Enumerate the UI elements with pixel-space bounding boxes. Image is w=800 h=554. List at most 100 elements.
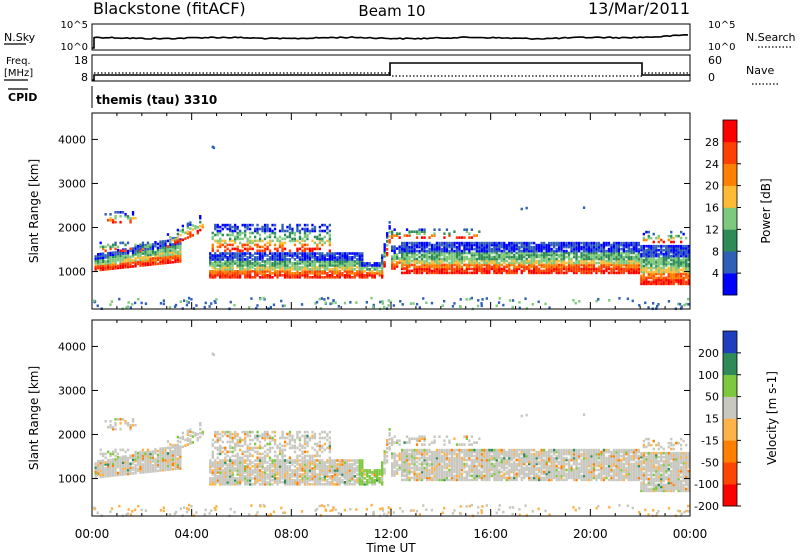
power-cell — [585, 241, 588, 245]
power-cell — [550, 271, 553, 275]
power-cell — [219, 266, 222, 269]
velocity-cell — [164, 462, 167, 466]
power-cell — [303, 252, 307, 255]
power-cell — [433, 271, 436, 275]
power-cell — [493, 259, 496, 263]
power-cell — [418, 241, 421, 245]
power-cell — [485, 267, 488, 271]
power-cell — [124, 265, 127, 269]
power-cell — [263, 249, 267, 253]
velocity-cell — [291, 473, 294, 476]
velocity-cell — [281, 465, 284, 468]
power-cell — [548, 271, 551, 275]
power-cell — [306, 227, 309, 231]
power-cell — [670, 256, 673, 260]
velocity-cell — [136, 467, 140, 471]
power-cell — [401, 241, 404, 245]
power-cell — [503, 261, 506, 265]
power-cell — [607, 243, 611, 247]
power-cell — [518, 301, 521, 304]
power-cell — [430, 265, 434, 269]
power-cell — [381, 274, 384, 277]
velocity-cell — [261, 465, 264, 468]
power-cell — [627, 243, 630, 247]
power-cell — [458, 265, 461, 269]
power-cell — [455, 265, 459, 269]
power-cell — [535, 261, 538, 265]
power-cell — [415, 271, 419, 275]
power-cell — [632, 251, 635, 255]
power-cell — [612, 271, 616, 275]
power-cell — [468, 265, 471, 269]
power-cell — [298, 274, 302, 277]
velocity-cell — [338, 463, 341, 466]
power-cell — [276, 256, 279, 259]
power-cell — [433, 267, 436, 271]
power-cell — [348, 272, 351, 275]
power-cell — [403, 241, 406, 245]
power-cell — [124, 262, 127, 265]
velocity-cell — [111, 466, 115, 469]
velocity-cell — [126, 460, 130, 464]
velocity-cell — [107, 474, 110, 478]
power-cell — [343, 256, 346, 259]
velocity-cell — [276, 459, 279, 462]
power-cell — [144, 255, 147, 259]
power-cell — [572, 263, 576, 267]
velocity-cell — [323, 467, 326, 470]
velocity-cell — [326, 473, 329, 476]
power-cell — [595, 271, 598, 275]
power-cell — [570, 269, 573, 273]
velocity-cell — [119, 422, 122, 425]
velocity-cell — [261, 477, 264, 480]
power-cell — [450, 245, 454, 249]
power-cell — [425, 241, 429, 245]
velocity-cell — [358, 463, 361, 466]
power-cell — [587, 269, 591, 273]
power-cell — [685, 256, 688, 260]
velocity-cell — [97, 467, 100, 471]
power-cell — [627, 247, 630, 251]
power-cell — [219, 274, 222, 277]
power-cell — [405, 251, 409, 255]
power-cell — [650, 256, 653, 260]
power-cell — [159, 242, 162, 245]
velocity-cell — [321, 471, 324, 474]
power-cell — [553, 249, 556, 253]
power-cell — [463, 245, 466, 249]
power-cell — [241, 223, 244, 227]
power-cell — [582, 206, 586, 209]
power-cell — [139, 249, 142, 253]
power-cell — [473, 241, 476, 245]
power-cell — [219, 243, 222, 247]
power-cell — [423, 232, 426, 235]
velocity-cell — [333, 483, 336, 486]
velocity-cell — [129, 427, 132, 431]
power-cell — [288, 254, 292, 257]
velocity-cell — [316, 483, 319, 486]
power-cell — [308, 270, 312, 273]
power-cell — [515, 259, 518, 263]
power-cell — [518, 261, 521, 265]
power-cell — [263, 272, 267, 275]
velocity-cell — [234, 459, 237, 462]
power-cell — [229, 266, 232, 269]
velocity-cell — [107, 462, 110, 466]
power-cell — [430, 234, 434, 237]
power-cell — [523, 253, 526, 257]
power-cell — [249, 274, 252, 277]
power-cell — [685, 274, 688, 278]
power-cell — [119, 220, 122, 224]
power-cell — [283, 258, 287, 261]
velocity-cell — [109, 460, 112, 464]
power-cell — [381, 302, 385, 305]
power-cell — [572, 247, 576, 251]
power-cell — [687, 276, 690, 280]
power-cell — [313, 229, 317, 233]
power-cell — [373, 262, 376, 265]
power-cell — [635, 255, 638, 259]
power-cell — [341, 260, 344, 263]
power-cell — [572, 255, 576, 259]
power-cell — [420, 245, 424, 249]
power-cell — [308, 254, 312, 257]
